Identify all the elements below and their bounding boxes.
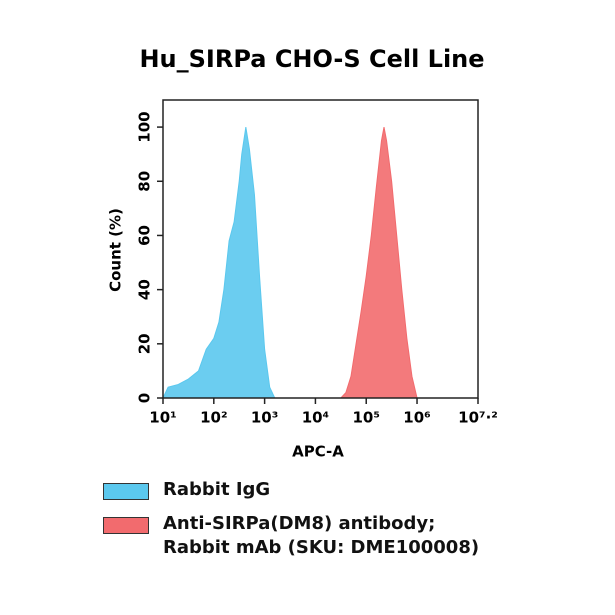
y-tick-label: 60 [136,225,154,246]
x-tick-label: 10⁴ [302,409,329,427]
legend-item: Anti-SIRPa(DM8) antibody; Rabbit mAb (SK… [103,512,493,560]
legend-swatch [103,483,149,500]
area [162,127,276,399]
x-axis-label: APC-A [292,443,344,461]
y-tick-label: 40 [136,279,154,300]
x-tick-label: 10⁶ [403,409,430,427]
y-tick-label: 80 [136,171,154,192]
area [339,126,418,399]
plot-frame [162,99,479,399]
legend-label: Rabbit IgG [163,479,271,500]
chart: Hu_SIRPa CHO-S Cell Line APC-A Count (%)… [107,45,498,461]
chart-title: Hu_SIRPa CHO-S Cell Line [139,45,484,73]
legend: Rabbit IgG Anti-SIRPa(DM8) antibody; Rabb… [103,478,493,570]
y-tick-label: 20 [136,333,154,354]
legend-item: Rabbit IgG [103,478,493,502]
legend-label: Anti-SIRPa(DM8) antibody; Rabbit mAb (SK… [163,513,480,558]
x-tick-label: 10² [200,409,227,427]
y-tick-label: 100 [136,111,154,142]
x-tick-label: 10⁵ [352,409,379,427]
x-tick-label: 10³ [251,409,278,427]
y-tick-label: 0 [136,393,154,403]
x-tick-label: 10⁷·² [458,409,498,427]
x-tick-label: 10¹ [149,409,176,427]
y-axis-label: Count (%) [107,208,125,292]
legend-swatch [103,517,149,534]
